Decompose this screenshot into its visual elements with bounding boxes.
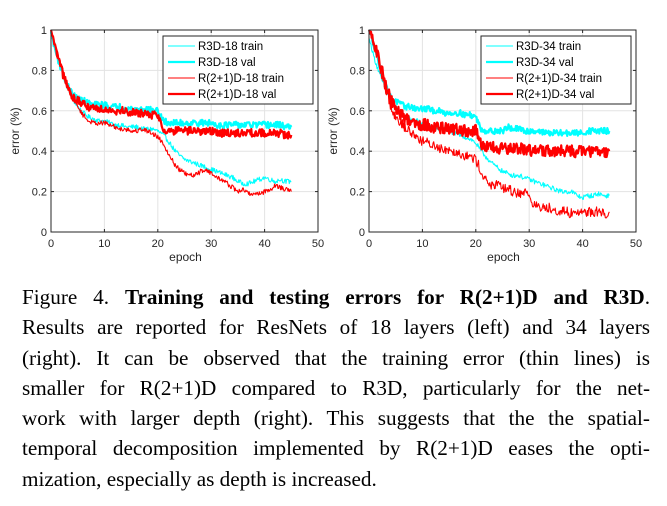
caption-line-6: mization, especially as depth is increas… (22, 466, 377, 491)
caption-title: Training and testing errors for R(2+1)D … (124, 285, 645, 309)
y-tick-label: 0.6 (350, 106, 365, 118)
series-line-r3d-34-val (367, 29, 611, 137)
legend-item: R(2+1)D-34 val (486, 89, 594, 101)
legend-item: R(2+1)D-18 val (168, 89, 276, 101)
caption-line-0: Figure 4. Training and testing errors fo… (22, 285, 650, 309)
y-tick-label: 0 (41, 227, 47, 239)
legend-item: R3D-34 train (486, 41, 581, 53)
series-line-r-2-1-d-18-train (50, 29, 292, 197)
y-tick-label: 0.6 (32, 106, 47, 118)
y-tick-label: 1 (359, 25, 365, 37)
legend-label: R(2+1)D-34 val (516, 89, 594, 101)
x-tick-label: 40 (576, 238, 588, 250)
y-axis-label: error (%) (326, 107, 340, 154)
x-tick-label: 30 (205, 238, 217, 250)
left-chart-18-layers: 0 10 20 30 40 50 0 0.2 0.4 0.6 0.8 1 epoch error (%) R… (8, 25, 324, 264)
legend: R3D-18 train R3D-18 val R(2+1)D-18 train R(… (162, 35, 314, 105)
y-tick-label: 0 (359, 227, 365, 239)
series-line-r-2-1-d-34-val (367, 29, 611, 159)
x-tick-label: 40 (258, 238, 270, 250)
legend-box (162, 35, 314, 105)
axes-box (50, 29, 319, 233)
y-tick-label: 0.4 (350, 146, 365, 158)
legend-item: R3D-18 train (168, 41, 263, 53)
legend-label: R3D-34 train (516, 41, 581, 53)
legend-item: R(2+1)D-34 train (486, 73, 602, 85)
legend-label: R(2+1)D-34 train (516, 73, 602, 85)
x-tick-label: 30 (523, 238, 535, 250)
caption-label: Figure 4. (22, 285, 110, 309)
legend-box (480, 35, 632, 105)
x-axis-label: epoch (169, 250, 202, 264)
figure-caption: Figure 4. Training and testing errors fo… (22, 282, 650, 494)
series-line-r-2-1-d-34-train (368, 29, 610, 219)
axes-box (368, 29, 637, 233)
y-tick-label: 0.8 (32, 65, 47, 77)
y-axis-label: error (%) (8, 107, 22, 154)
legend-label: R3D-34 val (516, 57, 574, 69)
series-line-r3d-18-val (49, 31, 293, 131)
ticks: 0 10 20 30 40 50 0 0.2 0.4 0.6 0.8 1 (350, 25, 642, 250)
legend-label: R(2+1)D-18 val (198, 89, 276, 101)
legend-item: R3D-18 val (168, 57, 256, 69)
caption-line-5: temporal decomposition implemented by R(… (22, 436, 650, 461)
series-group (49, 29, 293, 197)
x-tick-label: 50 (630, 238, 642, 250)
series-line-r-2-1-d-18-val (49, 29, 293, 140)
legend: R3D-34 train R3D-34 val R(2+1)D-34 train R(… (480, 35, 632, 105)
caption-line-3: smaller for R(2+1)D compared to R3D, par… (22, 375, 650, 400)
legend-item: R3D-34 val (486, 57, 574, 69)
x-tick-label: 0 (48, 238, 54, 250)
caption-line-4: work with larger depth (right). This sug… (22, 406, 650, 431)
legend-item: R(2+1)D-18 train (168, 73, 284, 85)
series-group (367, 29, 611, 219)
x-tick-label: 20 (152, 238, 164, 250)
right-chart-34-layers: 0 10 20 30 40 50 0 0.2 0.4 0.6 0.8 1 epoch error (%) R… (326, 25, 642, 264)
legend-label: R3D-18 val (198, 57, 256, 69)
caption-line-2: (right). It can be observed that the tra… (22, 345, 650, 370)
y-tick-label: 0.2 (350, 187, 365, 199)
legend-label: R3D-18 train (198, 41, 263, 53)
caption-line-1: Results are reported for ResNets of 18 l… (22, 315, 650, 340)
x-tick-label: 10 (98, 238, 110, 250)
series-line-r3d-18-train (50, 33, 292, 187)
y-tick-label: 0.8 (350, 65, 365, 77)
x-tick-label: 10 (416, 238, 428, 250)
y-tick-label: 0.2 (32, 187, 47, 199)
ticks: 0 10 20 30 40 50 0 0.2 0.4 0.6 0.8 1 (32, 25, 324, 250)
y-tick-label: 0.4 (32, 146, 47, 158)
x-tick-label: 0 (366, 238, 372, 250)
legend-label: R(2+1)D-18 train (198, 73, 284, 85)
x-tick-label: 20 (470, 238, 482, 250)
y-tick-label: 1 (41, 25, 47, 37)
x-tick-label: 50 (312, 238, 324, 250)
x-axis-label: epoch (487, 250, 520, 264)
